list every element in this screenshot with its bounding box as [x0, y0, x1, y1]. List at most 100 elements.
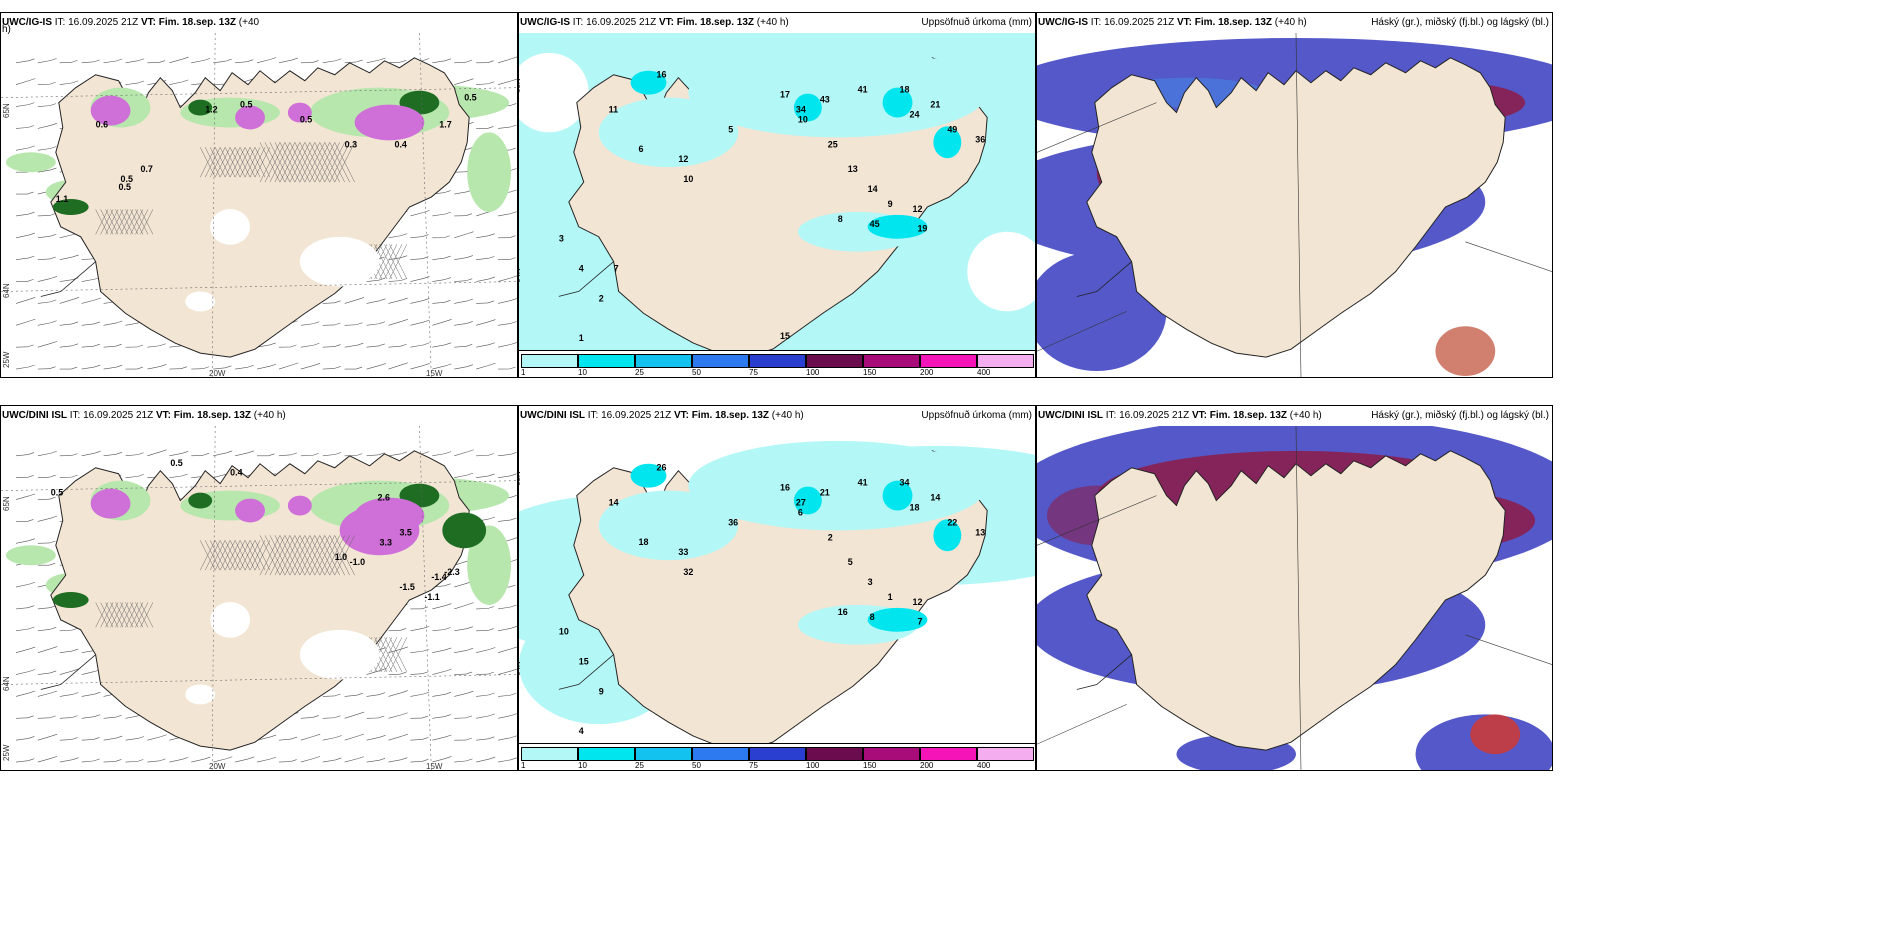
valid-time-label: VT:	[1191, 410, 1207, 421]
lon-label: 20W	[209, 369, 226, 378]
lead-time: (+40	[238, 17, 260, 28]
map-area[interactable]: 16 11 3 6 5 10 12 17 34 43 41 18 24 21 49 36 10 25 13 14 45 1…	[519, 33, 1035, 351]
colorbar-tick: 75	[749, 368, 758, 377]
colorbar-tick: 1	[521, 761, 526, 770]
valid-time-label: VT:	[673, 410, 689, 421]
lead-time: (+40 h)	[253, 410, 286, 421]
colorbar-tick: 75	[749, 761, 758, 770]
colorbar-tick: 10	[578, 761, 587, 770]
map-panel-t3: UWC/IG-IS IT: 16.09.2025 21Z VT: Fim. 18…	[1036, 12, 1553, 378]
map-area[interactable]: 26 14 10 18 36 32 33 16 27 21 41 34 18 14 22 13 6 2 5 3 8 7 12…	[519, 426, 1035, 744]
value-label: 13	[975, 527, 985, 537]
colorbar-swatch	[920, 354, 977, 368]
lat-label: 65N	[2, 103, 11, 118]
value-label: 0.5	[121, 174, 133, 184]
value-label: 43	[820, 95, 830, 105]
map-area[interactable]: 1.1 0.5 0.7 0.5 0.6 0.5 1.2 1.7 0.5 0.3 0.4 0.5	[1, 33, 517, 377]
init-time-label: IT:	[587, 410, 599, 421]
value-label: 10	[798, 114, 808, 124]
model-name: UWC/IG-IS	[1038, 17, 1088, 28]
value-label: 32	[683, 567, 693, 577]
lat-label: 65N	[518, 78, 522, 93]
lead-time: (+40 h)	[771, 410, 804, 421]
value-label: 0.5	[464, 93, 476, 103]
lat-label: 65N	[518, 471, 522, 486]
map-area[interactable]	[1037, 33, 1552, 377]
colorbar: 1 10 25 50 75 100 150 200 400	[519, 350, 1035, 377]
colorbar-swatch	[578, 747, 635, 761]
value-label: 13	[848, 164, 858, 174]
init-time: 16.09.2025 21Z	[83, 410, 154, 421]
value-label: 11	[609, 105, 618, 115]
value-label: 17	[780, 90, 790, 100]
colorbar-swatch	[749, 354, 806, 368]
colorbar-swatch	[863, 354, 920, 368]
value-label: 0.7	[140, 164, 152, 174]
value-label: 0.5	[300, 114, 312, 124]
panel-header: UWC/IG-IS IT: 16.09.2025 21Z VT: Fim. 18…	[519, 13, 1035, 33]
value-label: 21	[820, 488, 830, 498]
colorbar-tick: 50	[692, 368, 701, 377]
colorbar-swatch	[635, 747, 692, 761]
panel-header: UWC/DINI ISL IT: 16.09.2025 21Z VT: Fim.…	[519, 406, 1035, 426]
value-label: 10	[683, 174, 693, 184]
value-label: 0.5	[170, 458, 182, 468]
map-area[interactable]	[1037, 426, 1552, 770]
value-label: 1.2	[205, 105, 217, 115]
map-panel-b2: UWC/DINI ISL IT: 16.09.2025 21Z VT: Fim.…	[518, 405, 1036, 771]
value-label: 24	[909, 109, 919, 119]
valid-time-label: VT:	[658, 17, 674, 28]
lon-label: 25W	[2, 351, 11, 368]
value-label: 14	[930, 493, 940, 503]
value-label: 3.5	[399, 527, 411, 537]
value-label: 36	[728, 517, 738, 527]
value-label: 14	[609, 498, 619, 508]
colorbar-swatch	[806, 354, 863, 368]
map-svg: 0.5 0.5 0.4 2.6 3.5 3.3 1.0 -1.0 -1.5 -1.4-2.3 -1.…	[1, 426, 517, 770]
map-svg	[1037, 426, 1552, 770]
field-title: Uppsöfnuð úrkoma (mm)	[921, 410, 1032, 421]
value-label: 18	[900, 85, 910, 95]
value-label: 21	[930, 100, 940, 110]
model-name: UWC/IG-IS	[2, 17, 52, 28]
init-time-label: IT:	[572, 17, 584, 28]
field-title: Uppsöfnuð úrkoma (mm)	[921, 17, 1032, 28]
valid-time: Fim. 18.sep. 13Z	[158, 17, 237, 28]
value-label: 7	[614, 264, 619, 274]
value-label: 27	[796, 498, 806, 508]
valid-time-label: VT:	[155, 410, 171, 421]
colorbar-swatch	[521, 354, 578, 368]
value-label: 0.5	[240, 100, 252, 110]
init-time: 16.09.2025 21Z	[1104, 17, 1175, 28]
lon-label: 25W	[2, 744, 11, 761]
map-panel-t1: UWC/IG-IS IT: 16.09.2025 21Z VT: Fim. 18…	[0, 12, 518, 378]
colorbar-tick: 1	[521, 368, 526, 377]
map-area[interactable]: 0.5 0.5 0.4 2.6 3.5 3.3 1.0 -1.0 -1.5 -1.4 -2.3 -1.…	[1, 426, 517, 770]
value-label: -1.0	[350, 557, 365, 567]
value-label: 36	[975, 134, 985, 144]
value-label: 14	[868, 184, 878, 194]
lat-label: 64N	[2, 283, 11, 298]
value-label: 3.3	[380, 537, 392, 547]
init-time-label: IT:	[1090, 17, 1102, 28]
colorbar-tick: 400	[977, 761, 991, 770]
colorbar-tick: 25	[635, 368, 644, 377]
value-label: 41	[858, 478, 868, 488]
lat-label: 64N	[2, 676, 11, 691]
value-label: 5	[728, 124, 733, 134]
map-svg	[1037, 33, 1552, 377]
value-label: 0.4	[394, 139, 406, 149]
value-label: -1.5	[399, 582, 414, 592]
lead-time-wrap: h)	[2, 24, 11, 35]
value-label: 9	[888, 199, 893, 209]
colorbar-swatch	[749, 747, 806, 761]
init-time: 16.09.2025 21Z	[601, 410, 672, 421]
value-label: 34	[900, 478, 910, 488]
value-label: 8	[870, 612, 875, 622]
colorbar-tick: 10	[578, 368, 587, 377]
value-label: 33	[678, 547, 688, 557]
valid-time: Fim. 18.sep. 13Z	[173, 410, 252, 421]
colorbar-tick: 200	[920, 761, 934, 770]
